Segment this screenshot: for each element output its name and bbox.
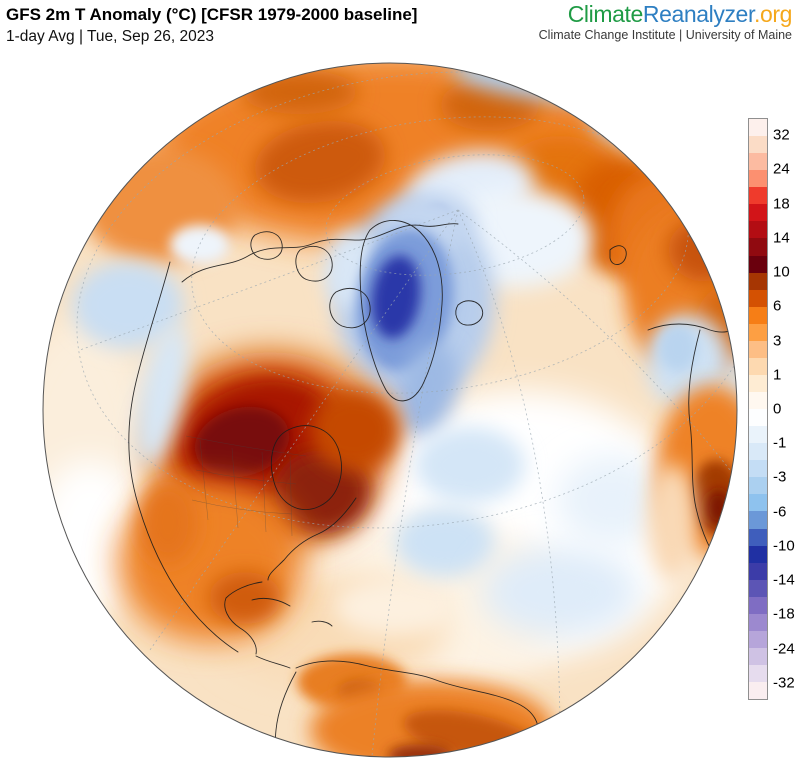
climate-reanalyzer-page: GFS 2m T Anomaly (°C) [CFSR 1979-2000 ba… [0, 0, 800, 774]
page-title: GFS 2m T Anomaly (°C) [CFSR 1979-2000 ba… [6, 4, 417, 27]
colorbar-segment [749, 665, 767, 682]
colorbar-segment [749, 358, 767, 375]
colorbar-segment [749, 324, 767, 341]
colorbar-tick-label: 24 [773, 161, 790, 178]
colorbar-tick-label: 3 [773, 332, 781, 349]
colorbar-segment [749, 221, 767, 238]
colorbar-segment [749, 136, 767, 153]
colorbar-tick-label: -3 [773, 469, 786, 486]
colorbar-segment [749, 392, 767, 409]
colorbar-tick-label: -6 [773, 503, 786, 520]
colorbar-tick-label: -14 [773, 572, 795, 589]
branding: ClimateReanalyzer.org Climate Change Ins… [539, 2, 792, 42]
logo-institution: Climate Change Institute | University of… [539, 28, 792, 42]
header: GFS 2m T Anomaly (°C) [CFSR 1979-2000 ba… [6, 4, 417, 48]
colorbar-segment [749, 341, 767, 358]
colorbar-tick-label: -1 [773, 435, 786, 452]
colorbar-segment [749, 307, 767, 324]
colorbar-tick-label: 1 [773, 366, 781, 383]
colorbar-tick-label: 0 [773, 401, 781, 418]
colorbar-tick-label: 32 [773, 127, 790, 144]
colorbar-tick-label: -24 [773, 640, 795, 657]
site-logo[interactable]: ClimateReanalyzer.org [539, 2, 792, 27]
colorbar-segment [749, 614, 767, 631]
colorbar-segment [749, 443, 767, 460]
colorbar-segment [749, 153, 767, 170]
colorbar-segment [749, 631, 767, 648]
globe-map [0, 0, 800, 774]
colorbar-segment [749, 170, 767, 187]
colorbar-tick-label: -18 [773, 606, 795, 623]
colorbar-segment [749, 529, 767, 546]
colorbar-segment [749, 494, 767, 511]
colorbar-segment [749, 682, 767, 699]
colorbar-segment [749, 511, 767, 528]
colorbar-tick-label: 18 [773, 195, 790, 212]
colorbar-segment [749, 563, 767, 580]
colorbar-segment [749, 477, 767, 494]
anomaly-field [5, 29, 793, 774]
colorbar-segment [749, 119, 767, 136]
colorbar-tick-label: -10 [773, 537, 795, 554]
colorbar-tick-label: 10 [773, 264, 790, 281]
colorbar-tick-label: 14 [773, 229, 790, 246]
logo-org-text: .org [754, 1, 792, 27]
logo-reanalyzer-text: Reanalyzer [643, 1, 754, 27]
colorbar-segment [749, 273, 767, 290]
colorbar-segment [749, 290, 767, 307]
colorbar-segment [749, 409, 767, 426]
colorbar-segment [749, 580, 767, 597]
colorbar-segment [749, 597, 767, 614]
colorbar-segment [749, 460, 767, 477]
colorbar-segment [749, 187, 767, 204]
colorbar-segment [749, 546, 767, 563]
colorbar-segment [749, 648, 767, 665]
colorbar-segment [749, 375, 767, 392]
colorbar-segment [749, 256, 767, 273]
colorbar-tick-label: -32 [773, 674, 795, 691]
colorbar-tick-label: 6 [773, 298, 781, 315]
date-subtitle: 1-day Avg | Tue, Sep 26, 2023 [6, 27, 417, 48]
logo-climate-text: Climate [568, 1, 643, 27]
colorbar-segment [749, 238, 767, 255]
colorbar [748, 118, 768, 700]
colorbar-segment [749, 426, 767, 443]
colorbar-segment [749, 204, 767, 221]
